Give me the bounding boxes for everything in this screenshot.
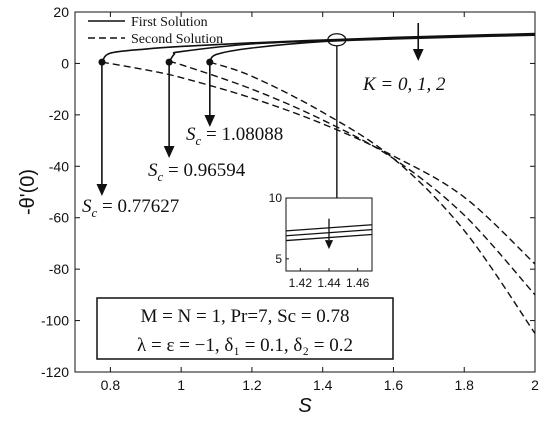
sc-label-0.77627: Sc = 0.77627	[82, 196, 179, 220]
plot-frame	[74, 11, 536, 373]
x-tick-label: 1.2	[242, 377, 262, 393]
critical-point-k1	[165, 58, 173, 66]
inset-x-tick-label: 1.42	[289, 276, 313, 290]
y-tick-label: -20	[49, 107, 69, 123]
inset-x-tick-label: 1.44	[317, 276, 341, 290]
critical-point-k2	[206, 58, 214, 66]
x-tick-label: 1.8	[454, 377, 474, 393]
sc2-arrow-head	[163, 146, 175, 158]
first-solution-line-k0	[101, 32, 536, 63]
inset-y-tick-label: 5	[275, 252, 282, 266]
k-label: K = 0, 1, 2	[362, 74, 446, 95]
y-tick-label: -60	[49, 210, 69, 226]
sc1-arrow-head	[96, 184, 108, 196]
plot-area: 0.8 1 1.2 1.4 1.6 1.8 2 20 0 -20 -40 -60 -80 -100 -120…	[17, 4, 539, 417]
y-axis-label: -θ'(0)	[17, 169, 39, 215]
x-tick-label: 1.4	[313, 377, 333, 393]
second-solution-line-k2	[209, 61, 536, 334]
x-tick-label: 1	[177, 377, 185, 393]
x-tick-label: 0.8	[101, 377, 121, 393]
parameter-box	[96, 297, 394, 360]
inset-x-tick-label: 1.46	[346, 276, 370, 290]
second-solution-line-k0	[101, 61, 536, 265]
first-solution-line-k2	[209, 34, 536, 63]
sc-label-1.08088: Sc = 1.08088	[186, 124, 283, 148]
x-tick-label: 2	[531, 377, 539, 393]
second-solution-line-k1	[168, 61, 536, 296]
sc3-arrow-head	[204, 115, 216, 127]
y-tick-label: 0	[61, 55, 69, 71]
y-tick-label: -80	[49, 261, 69, 277]
y-tick-label: -100	[41, 313, 69, 329]
legend-first-solution: First Solution	[131, 15, 208, 30]
y-tick-label: -120	[41, 364, 69, 380]
parameter-line-2: λ = ε = −1, δ₁ = 0.1, δ₂ = 0.2	[137, 335, 353, 356]
critical-point-k0	[98, 58, 106, 66]
sc-label-0.96594: Sc = 0.96594	[148, 160, 246, 184]
inset-y-tick-label: 10	[269, 191, 283, 205]
y-tick-label: -40	[49, 158, 69, 174]
inset-arrow-head	[324, 240, 334, 250]
k-arrow-head	[412, 49, 424, 61]
x-tick-label: 1.6	[384, 377, 404, 393]
parameter-line-1: M = N = 1, Pr=7, Sc = 0.78	[140, 306, 349, 327]
x-axis-label: S	[298, 395, 312, 417]
legend-second-solution: Second Solution	[131, 32, 223, 47]
y-tick-label: 20	[53, 4, 69, 20]
